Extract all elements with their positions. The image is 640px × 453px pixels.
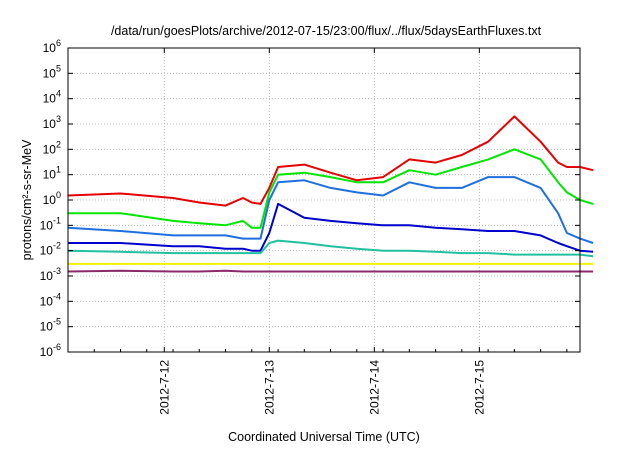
y-tick-label: 10-5 — [40, 317, 61, 334]
x-tick-label: 2012-7-14 — [367, 360, 381, 415]
y-tick-label: 105 — [43, 63, 61, 80]
y-tick-label: 10-4 — [40, 291, 61, 308]
x-axis-label: Coordinated Universal Time (UTC) — [228, 430, 420, 444]
grid-lines — [68, 48, 580, 352]
y-tick-label: 101 — [43, 165, 61, 182]
x-tick-label: 2012-7-13 — [262, 360, 276, 415]
y-tick-label: 104 — [43, 89, 61, 106]
y-tick-label: 10-2 — [40, 241, 61, 258]
chart-title: /data/run/goesPlots/archive/2012-07-15/2… — [111, 24, 542, 38]
y-tick-label: 10-1 — [40, 215, 61, 232]
series-line-2 — [68, 148, 594, 229]
x-tick-label: 2012-7-12 — [157, 360, 171, 415]
y-tick-label: 10-3 — [40, 266, 61, 283]
x-tick-label: 2012-7-15 — [472, 360, 486, 415]
y-axis: 10-6 10-5 10-4 10-3 10-2 10-1 100 101 102 103 104 1… — [40, 38, 580, 359]
series-line-1 — [67, 115, 594, 207]
y-tick-label: 10-6 — [40, 342, 61, 359]
series-line-5 — [67, 239, 594, 258]
series-layer — [67, 115, 594, 273]
y-tick-label: 102 — [43, 139, 61, 156]
y-tick-label: 103 — [43, 114, 61, 131]
x-axis: 2012-7-12 2012-7-13 2012-7-14 2012-7-15 — [67, 48, 568, 415]
y-tick-label: 106 — [43, 38, 61, 55]
y-axis-label: protons/cm²-s-sr-MeV — [20, 139, 34, 261]
series-line-4 — [68, 202, 594, 253]
y-tick-label: 100 — [43, 190, 61, 207]
series-line-7 — [67, 269, 594, 273]
series-line-3 — [67, 176, 594, 244]
